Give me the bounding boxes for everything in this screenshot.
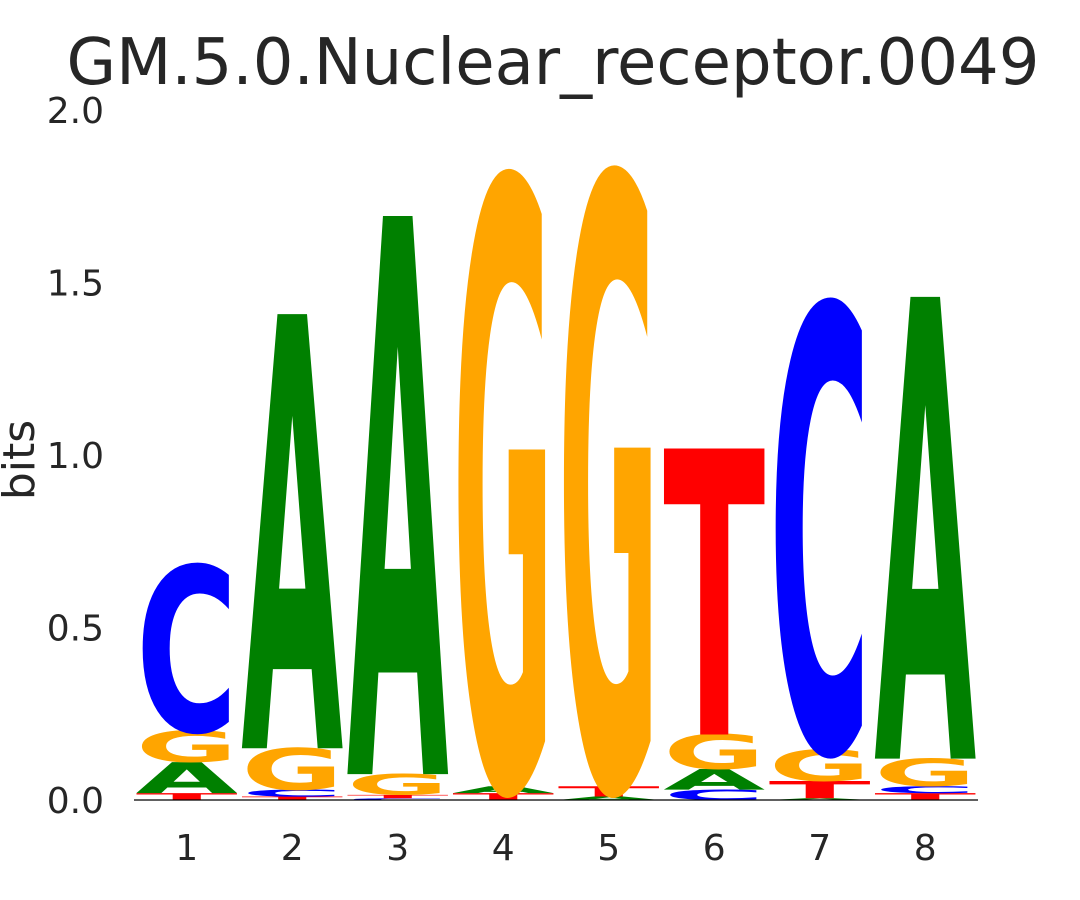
y-axis-label: bits (0, 420, 45, 500)
y-tick-label: 0.0 (47, 781, 104, 822)
letter-c-pos8: C (874, 784, 976, 795)
letter-a-pos6: A (663, 764, 765, 797)
letter-c-pos3: C (347, 798, 449, 801)
chart-title: GM.5.0.Nuclear_receptor.0049 (67, 26, 1040, 100)
letter-a-pos7: A (769, 798, 871, 801)
letter-c-pos1: C (136, 521, 238, 785)
letter-g-pos1: G (136, 723, 238, 772)
letter-a-pos8: A (874, 170, 977, 900)
letter-t-pos1: T (136, 791, 238, 802)
x-axis-ticks: 1 2 3 4 5 6 7 8 (175, 828, 936, 869)
x-tick-label: 8 (914, 828, 937, 869)
y-axis-ticks: 0.0 0.5 1.0 1.5 2.0 (47, 91, 104, 822)
x-tick-label: 4 (492, 828, 515, 869)
x-tick-label: 3 (386, 828, 409, 869)
letter-a-pos4: A (452, 784, 554, 795)
letter-g-pos5: G (558, 11, 660, 900)
y-tick-label: 0.5 (47, 609, 104, 650)
x-tick-label: 6 (703, 828, 726, 869)
letter-g-pos4: G (452, 16, 554, 900)
letter-c-pos2: C (241, 788, 343, 799)
letter-t-pos6: T (663, 371, 766, 828)
letter-c-pos7: C (769, 186, 871, 895)
x-tick-label: 2 (281, 828, 304, 869)
letter-t-pos8: T (874, 791, 976, 802)
letter-t-pos3: T (347, 794, 449, 799)
x-tick-label: 7 (808, 828, 831, 869)
x-tick-label: 5 (597, 828, 620, 869)
letter-stack-position-4: TAG (452, 16, 554, 900)
letter-t-pos4: T (452, 791, 554, 802)
letter-a-pos1: A (136, 754, 238, 804)
y-tick-label: 1.0 (47, 436, 104, 477)
letter-t-pos2: T (241, 796, 343, 801)
letter-stack-position-5: ATG (558, 11, 660, 900)
letter-g-pos8: G (874, 751, 976, 795)
letter-g-pos6: G (663, 726, 765, 781)
letter-c-pos6: C (663, 787, 765, 804)
letter-a-pos2: A (241, 196, 344, 889)
letter-t-pos5: T (558, 783, 660, 800)
letter-a-pos5: A (558, 796, 660, 802)
letter-g-pos3: G (347, 769, 449, 802)
y-tick-label: 2.0 (47, 91, 104, 132)
x-tick-label: 1 (175, 828, 198, 869)
letter-g-pos7: G (769, 742, 871, 791)
letter-a-pos3: A (347, 63, 450, 900)
y-tick-label: 1.5 (47, 264, 104, 305)
letter-g-pos2: G (241, 737, 343, 803)
